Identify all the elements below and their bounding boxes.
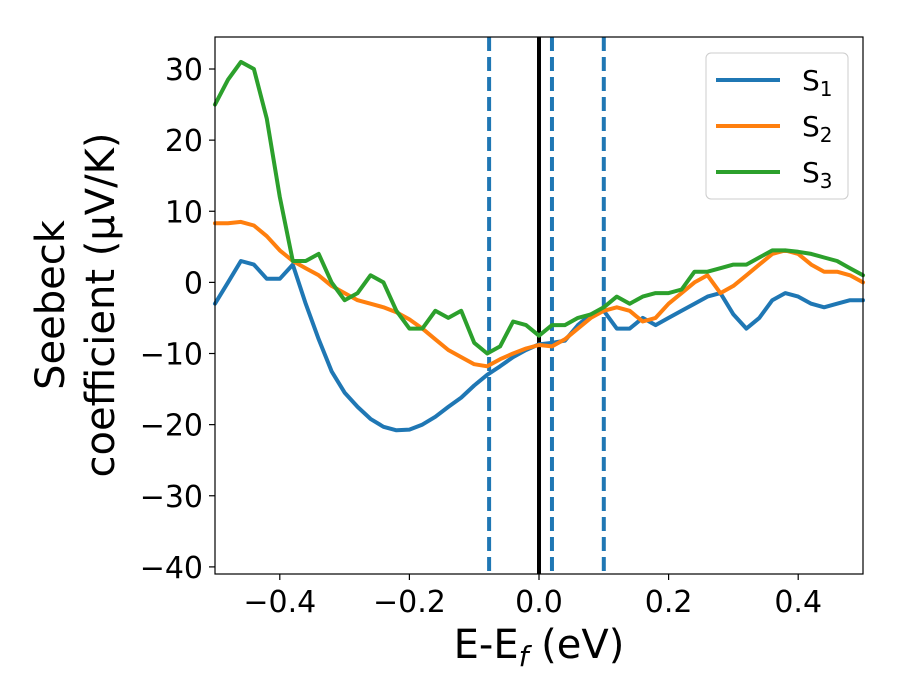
- y-tick-label: −20: [140, 409, 203, 444]
- series-line-s2: [213, 219, 865, 369]
- x-tick-label: 0.2: [645, 585, 693, 620]
- x-tick-label: 0.4: [774, 585, 822, 620]
- y-tick-label: 20: [165, 124, 203, 159]
- y-tick-label: −30: [140, 480, 203, 515]
- legend-label-s2: S2: [802, 110, 833, 147]
- x-tick-label: 0.0: [515, 585, 563, 620]
- vertical-lines: [487, 37, 606, 574]
- x-axis-ticks: −0.4 −0.2 0.0 0.2 0.4: [243, 574, 822, 620]
- y-tick-label: 0: [184, 266, 203, 301]
- legend-label-s1: S1: [802, 64, 833, 101]
- y-axis-label-line1: Seebeck: [28, 219, 74, 390]
- x-tick-label: −0.2: [373, 585, 446, 620]
- y-tick-label: 30: [165, 53, 203, 88]
- legend-entries: S1 S2 S3: [716, 64, 833, 193]
- series-line-s3: [213, 59, 865, 356]
- series-lines: [213, 59, 865, 433]
- legend-label-s3: S3: [802, 156, 833, 193]
- legend: S1 S2 S3: [705, 52, 849, 200]
- y-tick-label: 10: [165, 195, 203, 230]
- x-tick-label: −0.4: [243, 585, 316, 620]
- y-axis-label-line2: coefficient (μV/K): [78, 133, 124, 478]
- x-axis-label-main: E-E: [454, 622, 519, 668]
- y-tick-label: −10: [140, 338, 203, 373]
- y-axis-ticks: −40 −30 −20 −10 0 10 20 30: [140, 53, 215, 586]
- x-axis-label: E-Ef (eV): [454, 622, 625, 673]
- y-tick-label: −40: [140, 551, 203, 586]
- x-axis-label-unit: (eV): [528, 622, 624, 668]
